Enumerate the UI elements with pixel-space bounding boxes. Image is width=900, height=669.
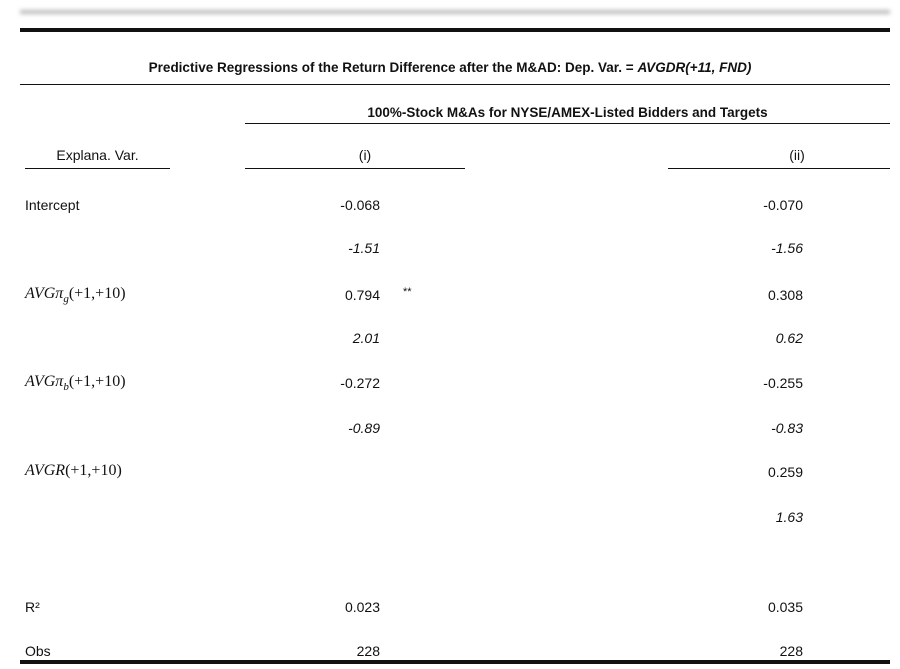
significance: ** [403, 286, 412, 298]
row-label-math: AVGR(+1,+10) [25, 462, 122, 480]
row-label-math: AVGπb(+1,+10) [25, 373, 126, 396]
subheader-rule [245, 123, 890, 124]
cell-ii: 228 [779, 643, 803, 659]
math-args: (+1,+10) [68, 285, 126, 302]
math-sub: g [63, 293, 69, 305]
title: Predictive Regressions of the Return Dif… [0, 59, 900, 77]
math-base: AVGπ [25, 285, 64, 302]
cell-ii: 0.62 [775, 330, 803, 346]
math-args: (+1,+10) [68, 373, 126, 390]
col-header-text: (ii) [789, 147, 805, 163]
cell-ii: 0.308 [767, 287, 803, 303]
math-base: AVGR [25, 462, 66, 479]
col-rule [668, 168, 890, 169]
row-label: Intercept [25, 197, 80, 213]
row-label: R² [25, 599, 40, 615]
cell-ii: 0.259 [767, 464, 803, 480]
math-base: AVGπ [25, 373, 64, 390]
col-header: (i) [245, 146, 465, 164]
cell-ii: -1.56 [771, 240, 803, 256]
col-rule [245, 168, 465, 169]
cut-off-line [20, 10, 890, 14]
cell-ii: -0.255 [763, 375, 803, 391]
title-text: Predictive Regressions of the Return Dif… [148, 60, 638, 75]
math-args: (+1,+10) [65, 462, 122, 479]
cell-i: -0.89 [348, 420, 380, 436]
cell-ii: -0.070 [763, 197, 803, 213]
top-rule [20, 28, 890, 32]
col-header: Explana. Var. [56, 147, 139, 163]
math-sub: b [63, 381, 69, 393]
col-header-text: (i) [358, 147, 372, 163]
bottom-rule [20, 660, 890, 664]
cell-i: -0.272 [340, 375, 380, 391]
cell-i: 0.023 [344, 599, 380, 615]
cell-ii: 0.035 [767, 599, 803, 615]
cell-i: -1.51 [348, 240, 380, 256]
cell-i: 0.794 [344, 287, 380, 303]
subheader: 100%-Stock M&As for NYSE/AMEX-Listed Bid… [367, 105, 768, 120]
cell-i: -0.068 [340, 197, 380, 213]
title-italic: AVGDR(+11, FND) [637, 60, 752, 75]
cell-i: 228 [356, 643, 380, 659]
cell-ii: -0.83 [771, 420, 803, 436]
col-rule [25, 168, 170, 169]
cell-i: 2.01 [352, 330, 380, 346]
row-label: Obs [25, 643, 51, 659]
cell-ii: 1.63 [775, 509, 803, 525]
title-rule [20, 84, 890, 85]
col-header: (ii) [668, 146, 890, 164]
row-label-math: AVGπg(+1,+10) [25, 285, 126, 308]
